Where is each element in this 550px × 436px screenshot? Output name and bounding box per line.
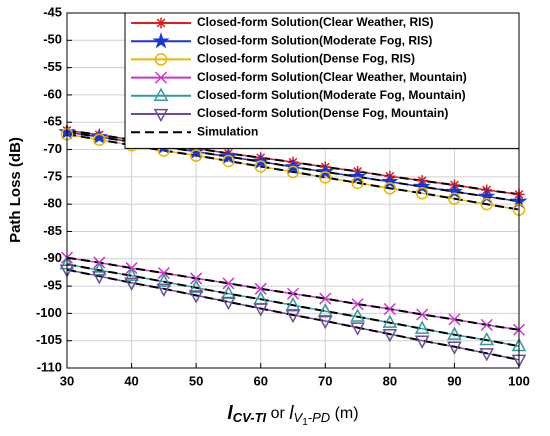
marker (254, 282, 267, 295)
marker (190, 272, 203, 285)
y-tick-label: -60 (43, 86, 62, 101)
x-tick-label: 70 (318, 373, 332, 388)
marker (154, 53, 168, 66)
y-tick-label: -85 (43, 223, 62, 238)
marker (254, 160, 267, 173)
marker (153, 108, 169, 123)
legend-label: Closed-form Solution(Dense Fog, Mountain… (197, 106, 448, 120)
marker (445, 182, 464, 199)
marker (285, 309, 301, 324)
marker (222, 154, 235, 168)
x-tick-label: 60 (253, 373, 267, 388)
data (58, 123, 528, 368)
marker (157, 266, 170, 279)
marker (156, 283, 172, 297)
simulation-line (66, 263, 520, 348)
marker (152, 32, 170, 49)
x-axis-label: lCV-TI or lV1-PD (m) (227, 403, 358, 428)
simulation-line (66, 268, 520, 361)
y-tick-label: -100 (36, 305, 62, 320)
x-tick-label: 40 (124, 373, 138, 388)
marker (413, 177, 431, 194)
marker (381, 172, 399, 190)
marker (286, 287, 300, 300)
ticks: -110 -105 -100 -95 -90 -85 -80 -75 -70 -65 -60 -55 -… (36, 4, 530, 388)
y-tick-label: -55 (43, 59, 62, 74)
y-tick-label: -90 (43, 250, 62, 265)
marker (351, 176, 364, 190)
y-tick-label: -80 (43, 196, 62, 211)
x-tick-label: 90 (447, 373, 461, 388)
marker (350, 308, 365, 322)
legend: Closed-form Solution(Clear Weather, RIS)… (124, 12, 520, 149)
marker (153, 87, 169, 101)
y-tick-label: -65 (43, 114, 62, 129)
marker (350, 322, 365, 336)
marker (124, 267, 139, 281)
marker (188, 290, 204, 304)
marker (319, 171, 332, 184)
legend-label: Simulation (197, 124, 258, 138)
marker (480, 197, 493, 211)
marker (416, 308, 429, 321)
marker (348, 167, 367, 185)
marker (222, 277, 235, 290)
marker (414, 335, 430, 349)
marker (351, 298, 364, 311)
marker (154, 71, 168, 84)
marker (286, 165, 300, 179)
marker (90, 127, 109, 145)
marker (383, 182, 397, 195)
marker (93, 133, 106, 146)
legend-box (124, 12, 520, 149)
marker (479, 348, 495, 362)
marker (187, 142, 205, 160)
marker (414, 320, 430, 334)
marker (317, 303, 333, 317)
marker (448, 192, 461, 205)
marker (91, 271, 107, 285)
marker (91, 262, 107, 276)
x-tick-label: 30 (60, 373, 74, 388)
y-tick-label: -50 (43, 32, 62, 47)
y-tick-label: -45 (43, 4, 62, 19)
marker (124, 277, 139, 291)
y-tick-label: -105 (36, 332, 62, 347)
marker (253, 303, 269, 317)
x-tick-label: 100 (508, 373, 530, 388)
marker (319, 292, 332, 305)
legend-label: Closed-form Solution(Dense Fog, RIS) (197, 52, 415, 66)
y-tick-label: -70 (43, 141, 62, 156)
marker (188, 279, 204, 293)
legend-label: Closed-form Solution(Clear Weather, Moun… (197, 70, 467, 84)
y-axis-label: Path Loss (dB) (7, 137, 24, 243)
marker (447, 341, 462, 355)
marker (479, 331, 495, 346)
marker (156, 273, 172, 287)
marker (155, 17, 167, 29)
x-tick-label: 80 (383, 373, 397, 388)
marker (448, 313, 461, 326)
y-tick-label: -95 (43, 278, 62, 293)
marker (480, 318, 493, 331)
marker (382, 328, 398, 343)
x-tick-label: 50 (189, 373, 203, 388)
marker (383, 302, 396, 316)
marker (285, 297, 301, 311)
marker (382, 314, 398, 328)
legend-label: Closed-form Solution(Clear Weather, RIS) (197, 15, 433, 29)
y-tick-label: -110 (37, 359, 62, 374)
legend-label: Closed-form Solution(Moderate Fog, Mount… (197, 88, 466, 102)
y-tick-label: -75 (43, 168, 62, 183)
marker (189, 149, 203, 162)
legend-label: Closed-form Solution(Moderate Fog, RIS) (197, 33, 432, 47)
marker (221, 296, 236, 311)
marker (317, 315, 333, 330)
marker (447, 326, 462, 340)
marker (415, 186, 429, 200)
